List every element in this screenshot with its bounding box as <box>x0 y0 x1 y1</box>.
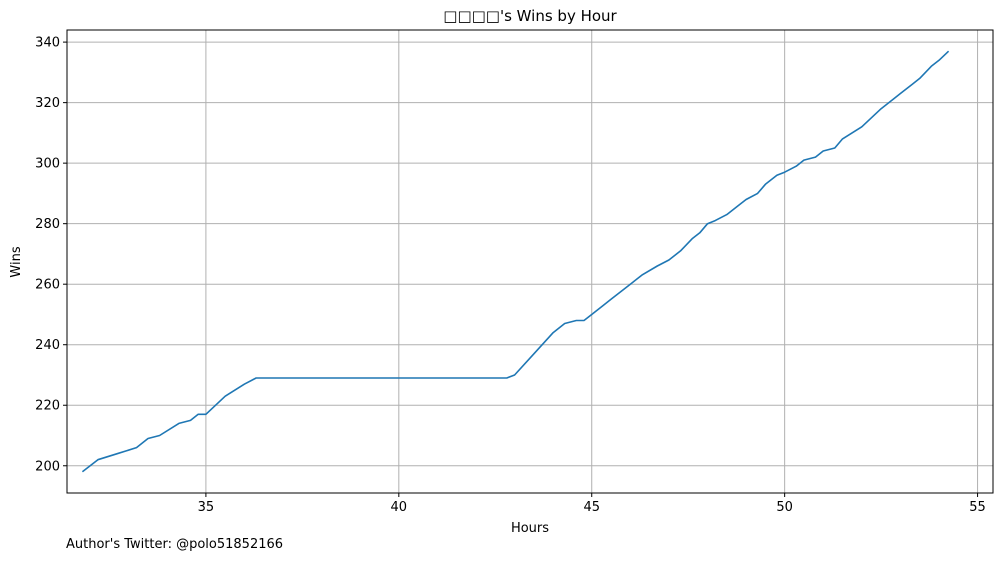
line-layer <box>81 50 950 473</box>
plot-frame <box>66 29 994 494</box>
y-tick-label: 320 <box>35 96 60 111</box>
tick-layer: 35 40 45 50 55 200 220 240 260 280 300 320 340 <box>35 36 986 515</box>
chart-title: □□□□'s Wins by Hour <box>443 7 617 25</box>
y-tick-label: 340 <box>35 36 60 51</box>
y-tick-label: 300 <box>35 157 60 172</box>
y-tick-label: 200 <box>35 459 60 474</box>
author-twitter-note: Author's Twitter: @polo51852166 <box>66 537 284 552</box>
x-tick-label: 40 <box>391 500 408 515</box>
x-tick-label: 45 <box>583 500 600 515</box>
x-axis-label: Hours <box>511 521 549 536</box>
x-tick-label: 35 <box>198 500 215 515</box>
grid-layer <box>67 30 993 493</box>
y-tick-label: 220 <box>35 399 60 414</box>
x-tick-label: 50 <box>776 500 793 515</box>
y-tick-label: 260 <box>35 278 60 293</box>
y-tick-label: 280 <box>35 217 60 232</box>
x-tick-label: 55 <box>969 500 986 515</box>
y-tick-label: 240 <box>35 338 60 353</box>
y-axis-label: Wins <box>9 246 24 277</box>
wins-line <box>81 50 950 473</box>
